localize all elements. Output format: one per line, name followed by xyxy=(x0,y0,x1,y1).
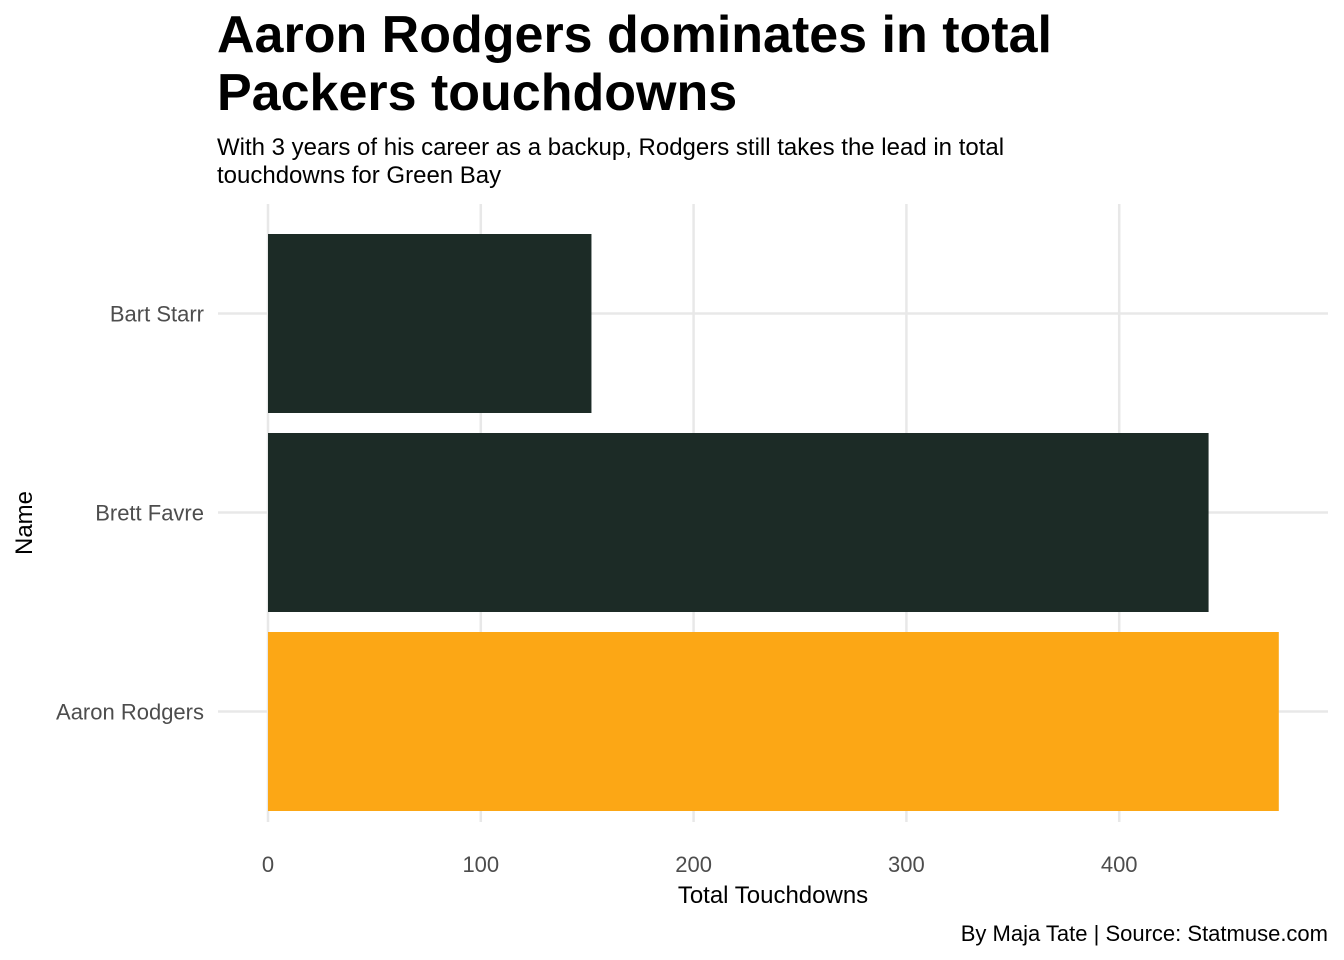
bar-brett-favre xyxy=(268,433,1209,612)
y-tick-labels: Bart Starr Brett Favre Aaron Rodgers xyxy=(56,302,204,725)
y-axis-title: Name xyxy=(11,491,38,555)
y-tick-label: Bart Starr xyxy=(110,302,204,327)
x-tick-label: 100 xyxy=(462,852,499,877)
x-tick-label: 300 xyxy=(888,852,925,877)
chart-subtitle: With 3 years of his career as a backup, … xyxy=(217,134,1005,189)
bar-bart-starr xyxy=(268,234,592,413)
x-tick-labels: 0 100 200 300 400 xyxy=(262,852,1138,877)
y-tick-label: Aaron Rodgers xyxy=(56,700,204,725)
chart-caption: By Maja Tate | Source: Statmuse.com xyxy=(960,921,1328,946)
x-tick-label: 0 xyxy=(262,852,274,877)
y-tick-label: Brett Favre xyxy=(95,501,204,526)
chart-title: Aaron Rodgers dominates in total Packers… xyxy=(217,6,1052,122)
x-axis-title: Total Touchdowns xyxy=(678,882,868,909)
bars xyxy=(268,234,1279,811)
x-tick-label: 200 xyxy=(675,852,712,877)
x-tick-label: 400 xyxy=(1101,852,1138,877)
bar-aaron-rodgers xyxy=(268,632,1279,811)
